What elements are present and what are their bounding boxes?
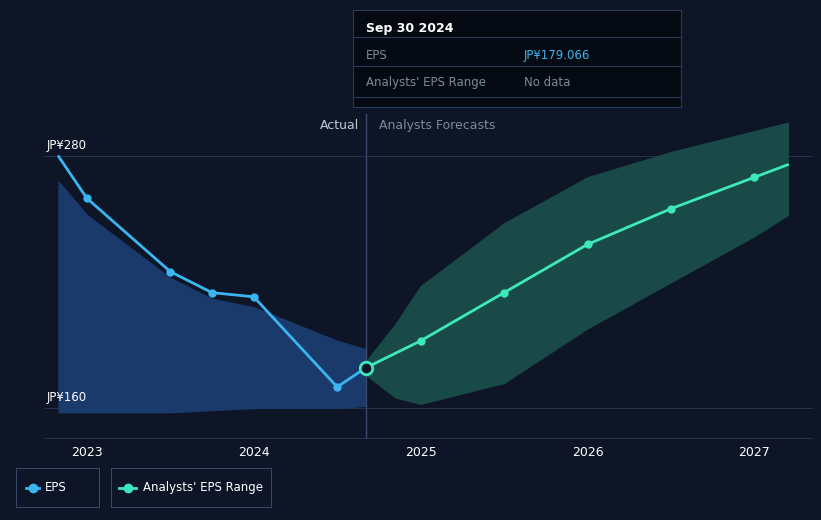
Text: No data: No data [524, 76, 570, 89]
Text: Analysts' EPS Range: Analysts' EPS Range [143, 481, 263, 494]
Text: JP¥179.066: JP¥179.066 [524, 49, 590, 62]
Text: JP¥160: JP¥160 [47, 391, 87, 404]
Text: Analysts Forecasts: Analysts Forecasts [379, 119, 495, 132]
Text: Actual: Actual [319, 119, 359, 132]
Text: EPS: EPS [366, 49, 388, 62]
Text: Analysts' EPS Range: Analysts' EPS Range [366, 76, 486, 89]
Text: Sep 30 2024: Sep 30 2024 [366, 22, 454, 35]
Text: JP¥280: JP¥280 [47, 139, 87, 152]
Text: EPS: EPS [45, 481, 67, 494]
